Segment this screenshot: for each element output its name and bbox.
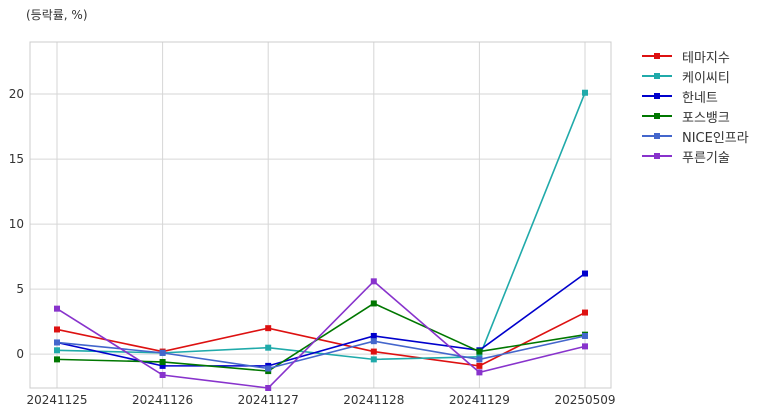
x-tick-label: 20241125 [26,393,87,407]
legend-swatch [642,50,672,62]
data-point-marker [54,356,60,363]
y-tick-label: 0 [16,347,24,361]
data-point-marker [54,326,60,333]
series-3 [54,300,588,375]
legend-marker [654,113,660,119]
data-point-marker [582,309,588,316]
x-tick-label: 20241127 [238,393,299,407]
legend-label: 케이씨티 [682,70,730,86]
data-point-marker [265,325,272,332]
legend-swatch [642,110,672,122]
data-point-marker [54,347,60,354]
data-point-marker [159,371,166,378]
series-1 [54,89,588,363]
legend-marker [654,153,660,159]
x-tick-label: 20241128 [343,393,404,407]
data-point-marker [582,332,588,339]
data-point-marker [265,365,272,372]
data-point-marker [265,385,272,391]
data-point-marker [370,356,377,363]
legend-item: NICE인프라 [642,126,749,146]
legend-item: 테마지수 [642,46,749,66]
legend-label: 테마지수 [682,50,730,66]
legend-item: 포스뱅크 [642,106,749,126]
series-5 [54,278,588,391]
data-point-marker [370,348,377,355]
data-point-marker [370,332,377,339]
data-point-marker [476,348,483,355]
y-tick-label: 20 [9,87,24,101]
data-point-marker [54,339,60,346]
data-point-marker [159,362,166,369]
y-tick-label: 10 [9,217,24,231]
series-4 [54,332,588,372]
data-point-marker [370,300,377,307]
series-line [56,311,586,367]
legend-item: 한네트 [642,86,749,106]
data-point-marker [159,349,166,356]
legend-marker [654,73,660,79]
data-point-marker [582,270,588,277]
data-point-marker [265,344,272,351]
plot-frame [29,41,612,389]
data-point-marker [159,358,166,365]
data-point-marker [476,356,483,363]
legend-label: NICE인프라 [682,130,749,146]
series-lines [54,89,588,391]
legend-label: 포스뱅크 [682,110,730,126]
data-point-marker [582,89,588,96]
series-line [56,302,586,372]
y-axis-label: (등락률, %) [26,8,88,22]
series-line [56,280,586,389]
series-line [56,335,586,370]
data-point-marker [370,338,377,345]
y-tick-label: 5 [16,282,24,296]
legend-marker [654,93,660,99]
data-point-marker [370,278,377,285]
legend-swatch [642,150,672,162]
series-line [56,92,586,361]
x-tick-labels: 20241125 20241126 20241127 20241128 20241129… [26,393,615,407]
x-tick-label: 20241126 [132,393,193,407]
legend-label: 푸른기술 [682,150,730,166]
plot-area-border [29,41,612,389]
legend-swatch [642,70,672,82]
data-point-marker [476,369,483,376]
legend-label: 한네트 [682,90,718,106]
data-point-marker [54,305,60,312]
x-tick-label: 20250509 [554,393,615,407]
y-tick-labels: 0 5 10 15 20 [9,87,24,361]
legend-swatch [642,90,672,102]
x-tick-label: 20241129 [449,393,510,407]
data-point-marker [582,343,588,350]
y-tick-label: 15 [9,152,24,166]
legend-item: 케이씨티 [642,66,749,86]
legend-swatch [642,130,672,142]
legend-marker [654,53,660,59]
legend-marker [654,133,660,139]
legend-item: 푸른기술 [642,146,749,166]
data-point-marker [476,362,483,369]
